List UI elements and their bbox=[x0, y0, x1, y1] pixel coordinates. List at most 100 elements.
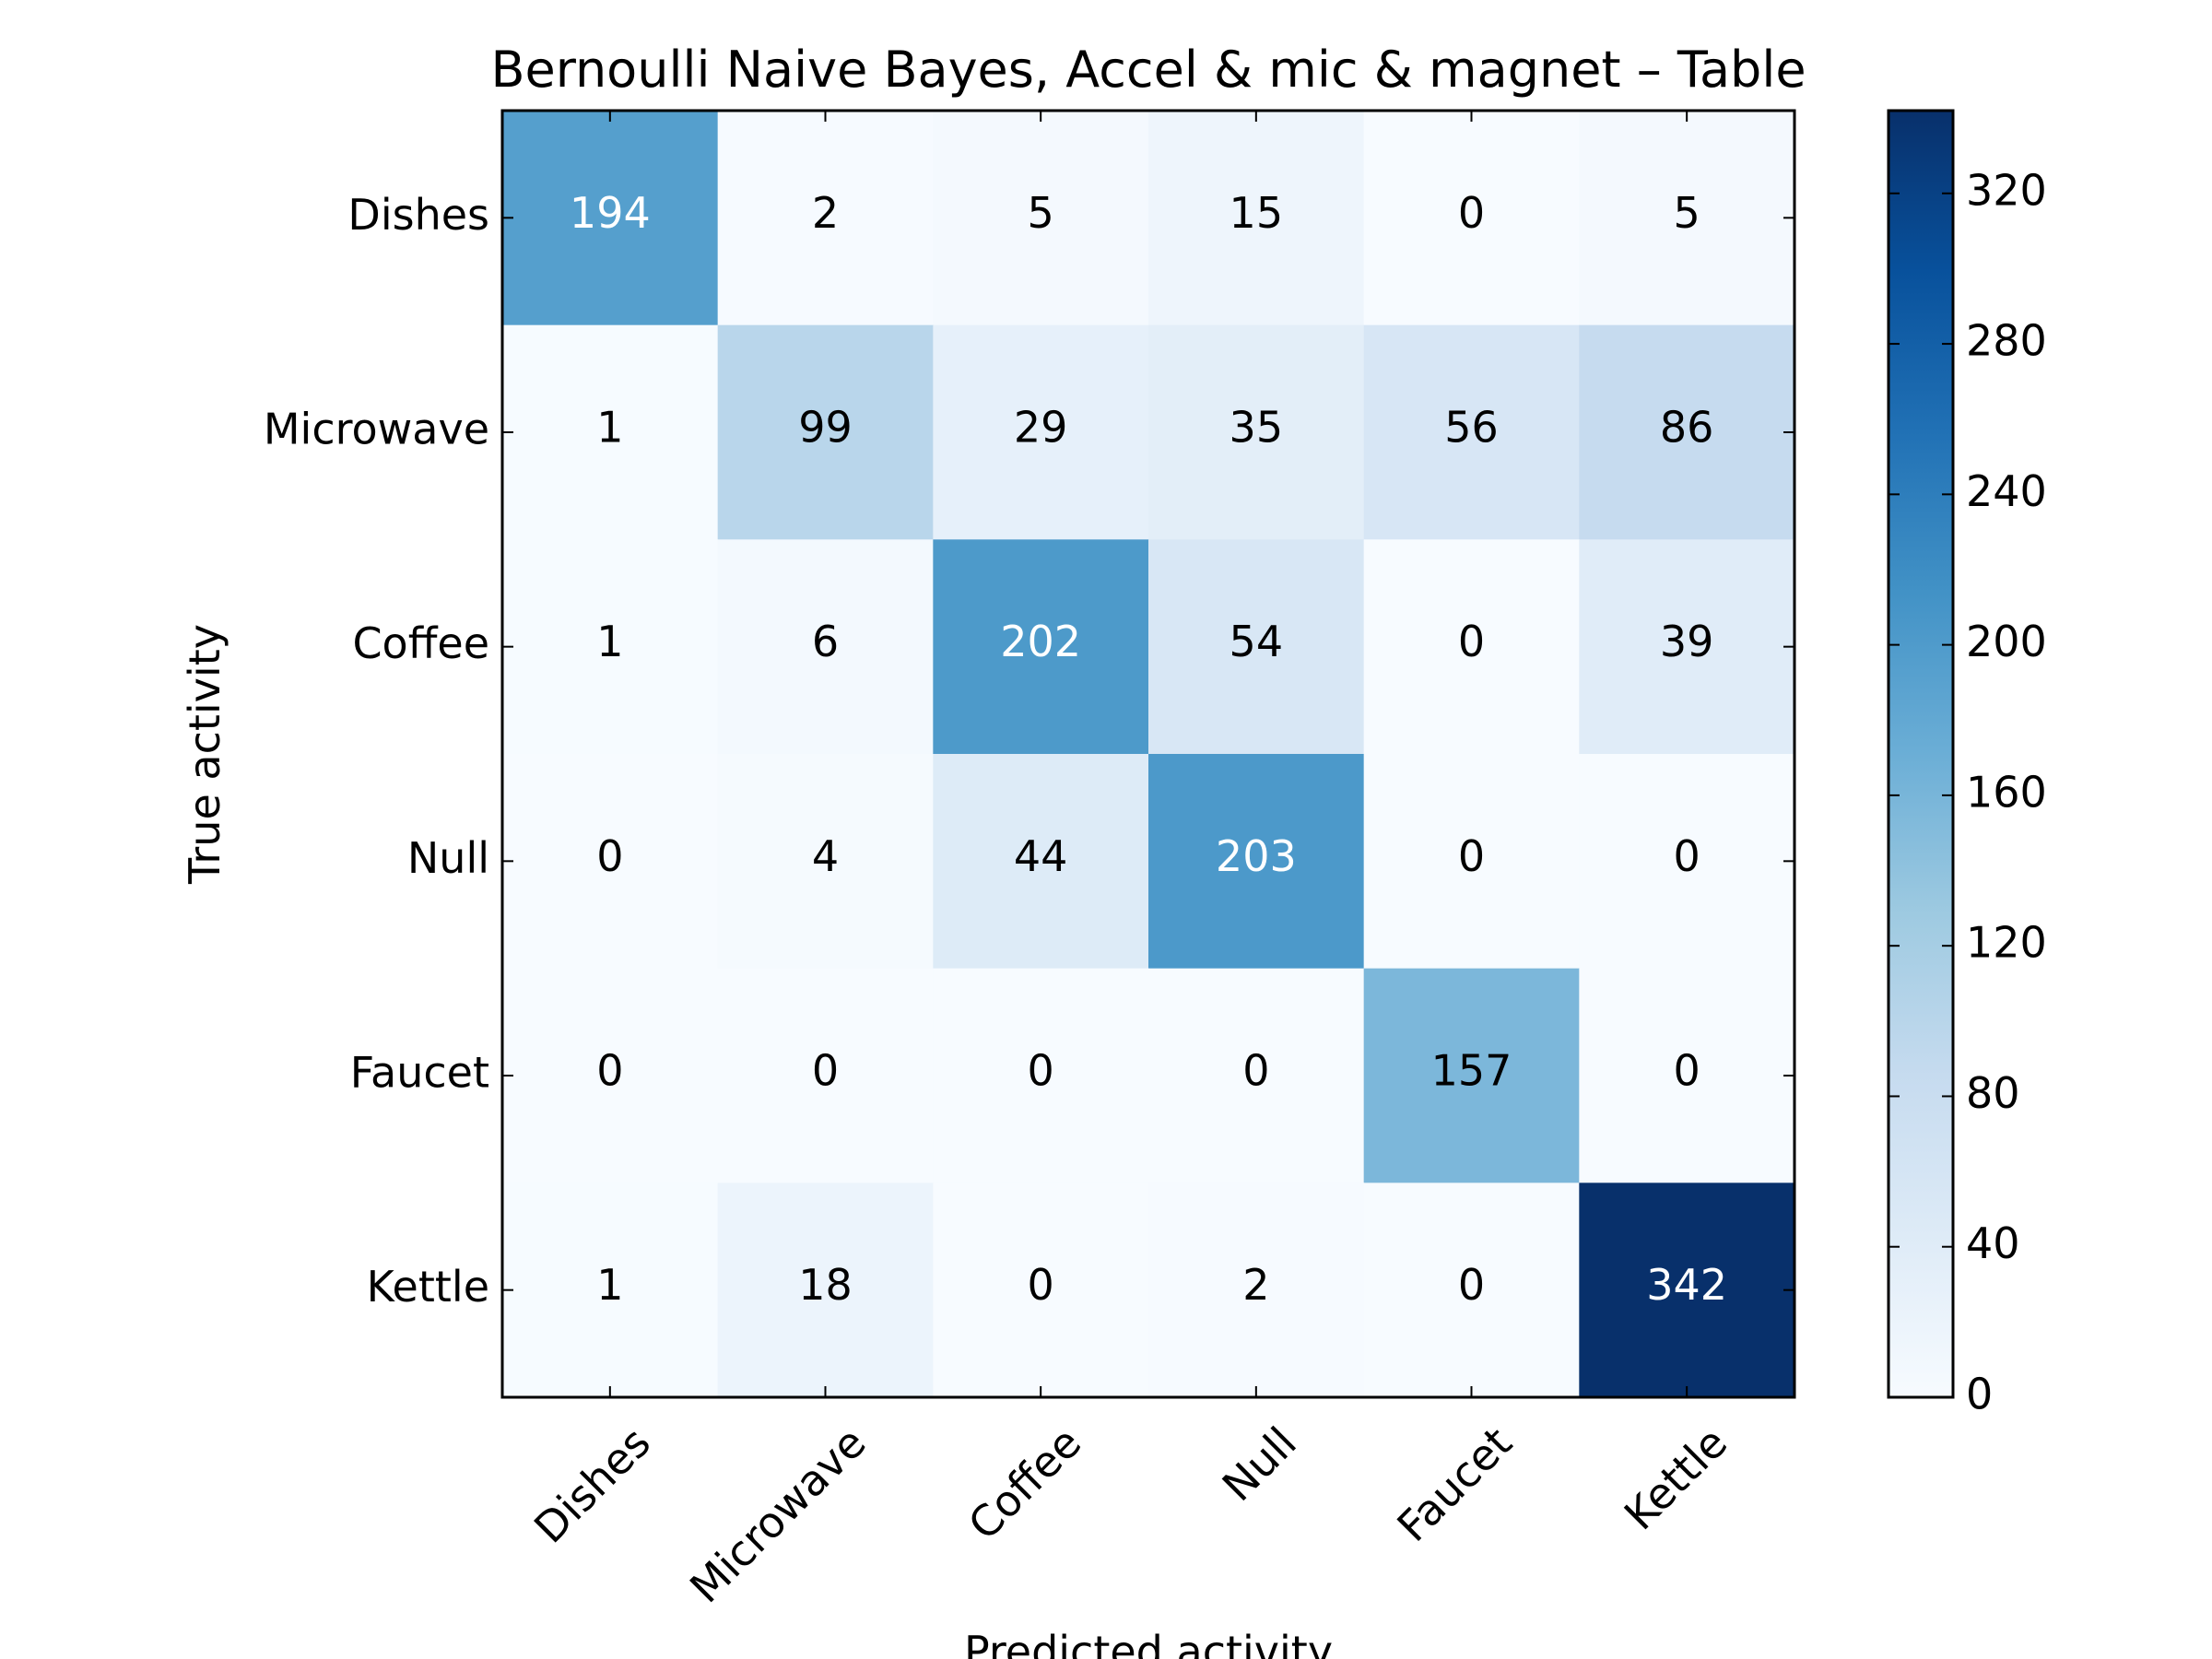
cell-value-label: 0 bbox=[812, 1046, 839, 1096]
heatmap-cell bbox=[1579, 1182, 1795, 1398]
heatmap-cell bbox=[933, 1182, 1149, 1398]
cell-value-label: 29 bbox=[1014, 403, 1068, 453]
cell-value-label: 1 bbox=[596, 1260, 623, 1310]
heatmap-cell bbox=[933, 111, 1149, 326]
cell-value-label: 1 bbox=[596, 617, 623, 666]
heatmap-cells bbox=[502, 111, 1795, 1398]
heatmap-cell bbox=[1363, 111, 1580, 326]
colorbar bbox=[1887, 109, 1955, 1399]
colorbar-tick-label: 80 bbox=[1966, 1068, 2020, 1118]
y-axis-label: True activity bbox=[180, 624, 229, 885]
heatmap-cell bbox=[502, 324, 719, 540]
y-tick-label: Microwave bbox=[264, 405, 489, 454]
heatmap-cell bbox=[502, 1182, 719, 1398]
cell-value-label: 342 bbox=[1646, 1260, 1727, 1310]
cell-value-label: 44 bbox=[1014, 831, 1068, 881]
cell-value-label: 35 bbox=[1230, 403, 1284, 453]
colorbar-tick-label: 120 bbox=[1966, 918, 2047, 968]
cell-value-label: 4 bbox=[812, 831, 839, 881]
colorbar-tick-label: 280 bbox=[1966, 316, 2047, 366]
heatmap-cell bbox=[1363, 324, 1580, 540]
heatmap-cell bbox=[1148, 111, 1365, 326]
colorbar-tick-label: 160 bbox=[1966, 767, 2047, 817]
heatmap-cell bbox=[1148, 968, 1365, 1183]
x-tick-label: Coffee bbox=[959, 1418, 1090, 1549]
cell-value-label: 0 bbox=[1028, 1260, 1054, 1310]
x-tick-label: Microwave bbox=[680, 1418, 876, 1613]
heatmap-cell bbox=[1148, 754, 1365, 970]
cell-value-label: 6 bbox=[812, 617, 839, 666]
heatmap-cell bbox=[717, 968, 934, 1183]
heatmap-cell bbox=[717, 1182, 934, 1398]
cell-value-label: 0 bbox=[1028, 1046, 1054, 1096]
cell-value-label: 2 bbox=[1242, 1260, 1269, 1310]
y-tick-label: Faucet bbox=[350, 1048, 489, 1098]
colorbar-tick-label: 40 bbox=[1966, 1218, 2020, 1268]
colorbar-ticks: 0 40 80 120 160 200 240 280 320 bbox=[1888, 165, 2047, 1419]
x-axis-label: Predicted activity bbox=[964, 1627, 1333, 1659]
heatmap-cell bbox=[1579, 324, 1795, 540]
cell-value-label: 0 bbox=[1458, 1260, 1485, 1310]
heatmap-cell bbox=[933, 754, 1149, 970]
heatmap-cell bbox=[502, 539, 719, 755]
heatmap-cell bbox=[502, 968, 719, 1183]
heatmap-cell bbox=[1579, 968, 1795, 1183]
cell-value-label: 0 bbox=[1242, 1046, 1269, 1096]
y-tick-label: Kettle bbox=[367, 1262, 489, 1312]
cell-value-label: 5 bbox=[1674, 188, 1700, 238]
heatmap-cell bbox=[1579, 539, 1795, 755]
heatmap-cell bbox=[502, 111, 719, 326]
y-tick-label: Null bbox=[407, 833, 489, 883]
chart-title: Bernoulli Naive Bayes, Accel & mic & mag… bbox=[490, 41, 1806, 99]
y-tick-label: Coffee bbox=[352, 618, 489, 668]
cell-value-label: 203 bbox=[1216, 831, 1297, 881]
cell-value-label: 1 bbox=[596, 403, 623, 453]
heatmap-cell bbox=[1148, 1182, 1365, 1398]
x-tick-label: Dishes bbox=[524, 1418, 660, 1553]
cell-value-label: 5 bbox=[1028, 188, 1054, 238]
heatmap-cell bbox=[717, 754, 934, 970]
y-tick-labels: Dishes Microwave Coffee Null Faucet Kettle bbox=[264, 190, 489, 1312]
heatmap-cell bbox=[1579, 754, 1795, 970]
heatmap-cell bbox=[717, 111, 934, 326]
heatmap-cell bbox=[933, 324, 1149, 540]
x-tick-label: Kettle bbox=[1615, 1418, 1736, 1539]
heatmap-cell-labels: 194 2 5 15 0 51 99 29 35 56 861 6 202 54 0 390 4 44 203 0 00… bbox=[570, 188, 1727, 1310]
heatmap-cell bbox=[502, 754, 719, 970]
cell-value-label: 0 bbox=[1458, 831, 1485, 881]
cell-value-label: 0 bbox=[1458, 188, 1485, 238]
cell-value-label: 18 bbox=[798, 1260, 853, 1310]
heatmap-cell bbox=[1363, 754, 1580, 970]
heatmap-cell bbox=[933, 539, 1149, 755]
cell-value-label: 202 bbox=[1000, 617, 1081, 666]
heatmap-cell bbox=[1363, 539, 1580, 755]
cell-value-label: 54 bbox=[1230, 617, 1284, 666]
heatmap-cell bbox=[717, 539, 934, 755]
cell-value-label: 194 bbox=[570, 188, 651, 238]
cell-value-label: 0 bbox=[1674, 1046, 1700, 1096]
axis-ticks bbox=[502, 111, 1794, 1397]
colorbar-tick-label: 200 bbox=[1966, 617, 2047, 666]
plot-frame bbox=[500, 109, 1796, 1399]
cell-value-label: 15 bbox=[1230, 188, 1284, 238]
heatmap-cell bbox=[1148, 324, 1365, 540]
cell-value-label: 86 bbox=[1660, 403, 1714, 453]
heatmap-cell bbox=[1363, 1182, 1580, 1398]
y-tick-label: Dishes bbox=[347, 190, 489, 240]
heatmap-cell bbox=[1579, 111, 1795, 326]
cell-value-label: 0 bbox=[596, 831, 623, 881]
x-tick-labels: Dishes Microwave Coffee Null Faucet Kettle bbox=[524, 1418, 1736, 1613]
colorbar-tick-label: 0 bbox=[1966, 1370, 1993, 1419]
cell-value-label: 99 bbox=[798, 403, 853, 453]
heatmap-cell bbox=[1363, 968, 1580, 1183]
colorbar-tick-label: 240 bbox=[1966, 466, 2047, 516]
heatmap-cell bbox=[933, 968, 1149, 1183]
cell-value-label: 157 bbox=[1431, 1046, 1512, 1096]
cell-value-label: 2 bbox=[812, 188, 839, 238]
x-tick-label: Faucet bbox=[1387, 1418, 1521, 1551]
heatmap-cell bbox=[717, 324, 934, 540]
x-tick-label: Null bbox=[1213, 1418, 1306, 1511]
heatmap-cell bbox=[1148, 539, 1365, 755]
cell-value-label: 0 bbox=[1458, 617, 1485, 666]
